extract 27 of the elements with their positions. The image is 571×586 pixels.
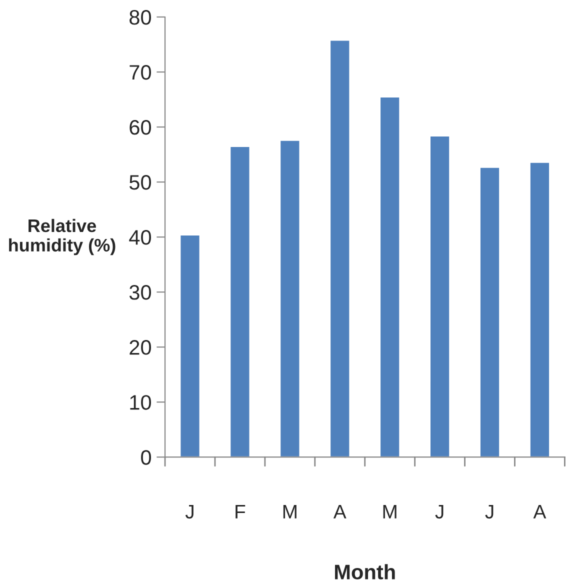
bar xyxy=(379,96,401,458)
x-tick-label: M xyxy=(383,505,396,518)
y-tick-label: 40 xyxy=(129,230,152,245)
x-tick-label: A xyxy=(533,505,546,518)
bar xyxy=(429,135,450,458)
x-tick-label: J xyxy=(435,505,444,519)
x-tick-label: M xyxy=(283,505,296,518)
y-tick-label: 30 xyxy=(129,285,152,300)
y-tick-label: 70 xyxy=(130,65,152,80)
x-axis-title: Month xyxy=(335,564,395,580)
x-tick-label: J xyxy=(485,505,494,519)
bar xyxy=(279,140,301,458)
y-tick-label: 0 xyxy=(141,450,152,465)
x-tick-label: J xyxy=(185,505,194,519)
x-tick-label: A xyxy=(333,505,346,518)
y-tick-label: 80 xyxy=(130,10,152,25)
bar xyxy=(529,162,550,458)
y-axis-title: Relative humidity (%) xyxy=(9,218,116,256)
bar xyxy=(329,39,351,458)
y-tick-label: 20 xyxy=(130,340,152,355)
y-tick-label: 60 xyxy=(130,120,152,135)
bar xyxy=(479,166,500,458)
bar xyxy=(179,234,201,458)
y-tick-label: 10 xyxy=(130,395,152,410)
y-tick-label: 50 xyxy=(129,175,152,190)
bar xyxy=(229,146,251,458)
x-tick-label: F xyxy=(236,505,246,518)
